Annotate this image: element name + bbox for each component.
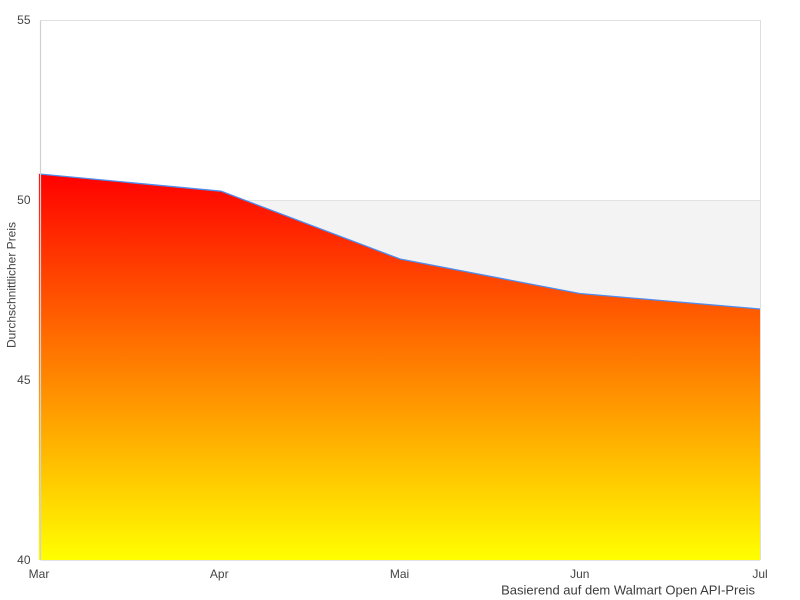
svg-text:45: 45 xyxy=(17,373,31,387)
svg-text:Durchschnittlicher Preis: Durchschnittlicher Preis xyxy=(4,222,18,348)
svg-text:Jun: Jun xyxy=(570,567,589,581)
svg-text:Apr: Apr xyxy=(210,567,229,581)
svg-text:40: 40 xyxy=(17,553,31,567)
svg-text:Mar: Mar xyxy=(29,567,50,581)
svg-text:50: 50 xyxy=(17,193,31,207)
svg-text:Basierend auf dem Walmart Open: Basierend auf dem Walmart Open API-Preis xyxy=(501,583,755,598)
svg-text:Mai: Mai xyxy=(390,567,409,581)
svg-text:55: 55 xyxy=(17,13,31,27)
svg-text:Jul: Jul xyxy=(752,567,767,581)
